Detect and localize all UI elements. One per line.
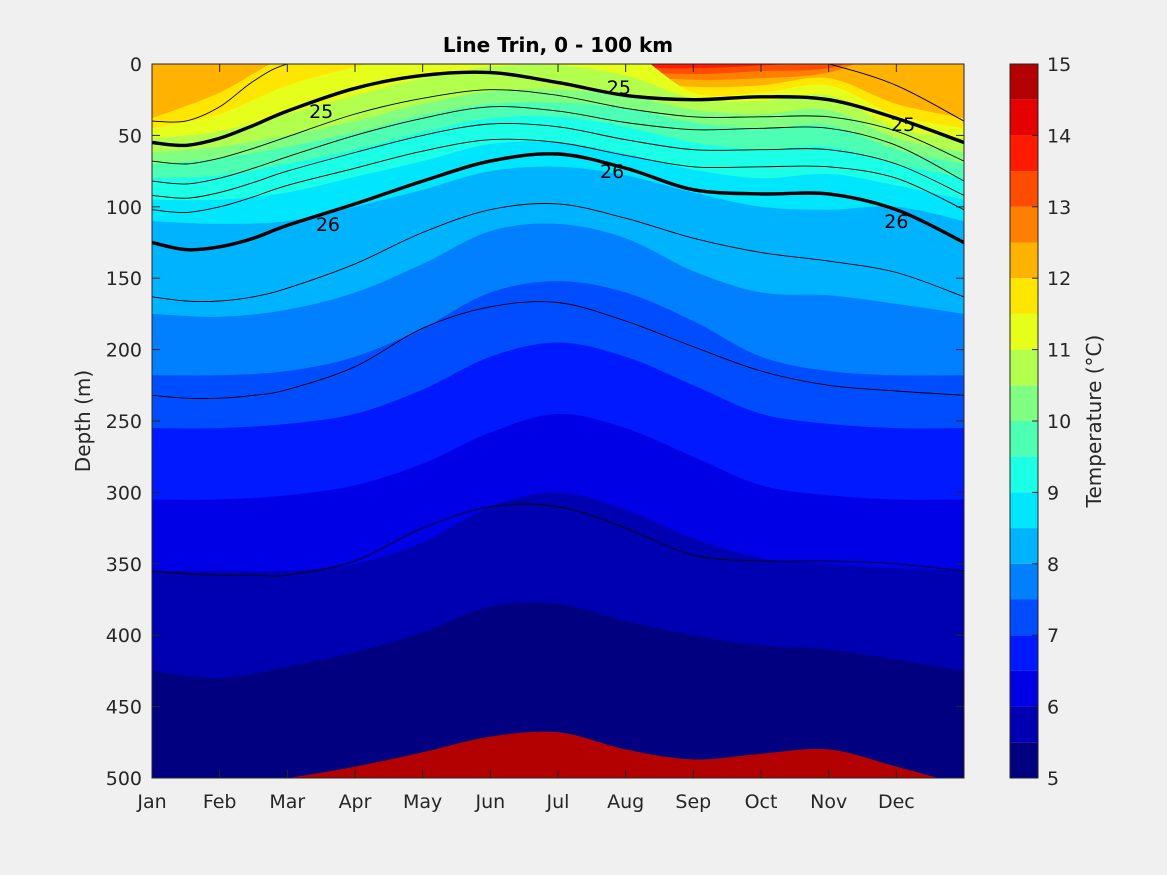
colorbar-tick-label: 15 <box>1047 54 1071 76</box>
contour-line <box>152 138 964 213</box>
y-tick-label: 250 <box>106 411 142 433</box>
contour-labels: 25 25 25 26 26 26 <box>309 77 915 236</box>
x-tick-label: Oct <box>745 791 778 813</box>
y-tick-label: 150 <box>106 268 142 290</box>
colorbar-swatch <box>1010 599 1038 636</box>
x-tick-label: Feb <box>203 791 237 813</box>
colorbar-tick-label: 9 <box>1047 482 1059 504</box>
y-tick-label: 50 <box>118 125 142 147</box>
colorbar-swatch <box>1010 528 1038 564</box>
x-tick-label: Jun <box>474 791 505 813</box>
colorbar: 5 6 7 8 9 10 11 12 13 14 15 <box>1009 54 1071 790</box>
contour-line <box>152 503 964 577</box>
colorbar-tick-label: 13 <box>1047 197 1071 219</box>
x-tick-label: Mar <box>269 791 305 813</box>
plot-area <box>152 64 964 778</box>
colorbar-tick-label: 7 <box>1047 625 1059 647</box>
temperature-band <box>287 731 939 778</box>
colorbar-swatch <box>1010 563 1038 600</box>
colorbar-swatch <box>1010 670 1038 707</box>
colorbar-tick-label: 11 <box>1047 340 1071 362</box>
x-tick-label: May <box>403 791 442 813</box>
x-tick-label: Aug <box>607 791 644 813</box>
contour-line <box>152 203 964 303</box>
contour-line <box>152 106 964 185</box>
colorbar-label: Temperature (°C) <box>1082 335 1106 509</box>
contour-line-bold <box>152 152 964 252</box>
x-tick-label: Jan <box>136 791 166 813</box>
x-tick-label: Sep <box>675 791 711 813</box>
y-tick-label: 100 <box>106 197 142 219</box>
y-tick-label: 200 <box>106 340 142 362</box>
colorbar-swatch <box>1010 171 1038 207</box>
colorbar-tick-label: 12 <box>1047 268 1071 290</box>
contour-label: 26 <box>600 161 624 183</box>
filled-contours <box>152 64 964 778</box>
x-axis: Jan Feb Mar Apr May Jun Jul Aug Sep Oct Nov Dec <box>136 64 915 813</box>
contour-line <box>152 64 964 123</box>
colorbar-swatch <box>1010 135 1038 172</box>
colorbar-swatch <box>1010 742 1038 778</box>
contour-label: 26 <box>316 214 340 236</box>
contour-label: 25 <box>607 77 631 99</box>
x-tick-label: Dec <box>878 791 915 813</box>
colorbar-swatch <box>1010 64 1038 100</box>
colorbar-swatch <box>1010 99 1038 136</box>
x-tick-label: Apr <box>339 791 372 813</box>
colorbar-swatch <box>1010 421 1038 457</box>
colorbar-tick-label: 14 <box>1047 125 1071 147</box>
y-axis-label: Depth (m) <box>71 370 95 472</box>
colorbar-tick-label: 6 <box>1047 697 1059 719</box>
colorbar-swatch <box>1010 706 1038 743</box>
y-tick-label: 0 <box>130 54 142 76</box>
colorbar-swatch <box>1010 456 1038 493</box>
colorbar-swatch <box>1010 313 1038 350</box>
density-contour-lines <box>152 64 964 577</box>
contour-line <box>152 122 964 199</box>
temperature-band <box>152 602 964 778</box>
contour-label: 25 <box>309 101 333 123</box>
colorbar-swatch <box>1010 635 1038 671</box>
colorbar-swatch <box>1010 206 1038 243</box>
contour-label: 26 <box>884 211 908 233</box>
y-tick-label: 450 <box>106 697 142 719</box>
y-tick-label: 300 <box>106 482 142 504</box>
colorbar-tick-label: 10 <box>1047 411 1071 433</box>
colorbar-swatch <box>1010 278 1038 314</box>
y-tick-label: 350 <box>106 554 142 576</box>
y-tick-label: 500 <box>106 768 142 790</box>
contour-label: 25 <box>891 114 915 136</box>
contour-line <box>152 89 964 165</box>
colorbar-swatch <box>1010 242 1038 279</box>
contour-line-bold <box>152 70 964 148</box>
y-axis: 0 50 100 150 200 250 300 350 400 450 500 <box>106 54 964 790</box>
colorbar-tick-label: 5 <box>1047 768 1059 790</box>
colorbar-tick-label: 8 <box>1047 554 1059 576</box>
x-tick-label: Jul <box>546 791 570 813</box>
colorbar-swatch <box>1010 349 1038 386</box>
colorbar-swatch <box>1010 492 1038 529</box>
y-tick-label: 400 <box>106 625 142 647</box>
chart-title: Line Trin, 0 - 100 km <box>443 33 673 57</box>
colorbar-swatch <box>1010 385 1038 421</box>
contour-line <box>152 301 964 399</box>
x-tick-label: Nov <box>810 791 847 813</box>
